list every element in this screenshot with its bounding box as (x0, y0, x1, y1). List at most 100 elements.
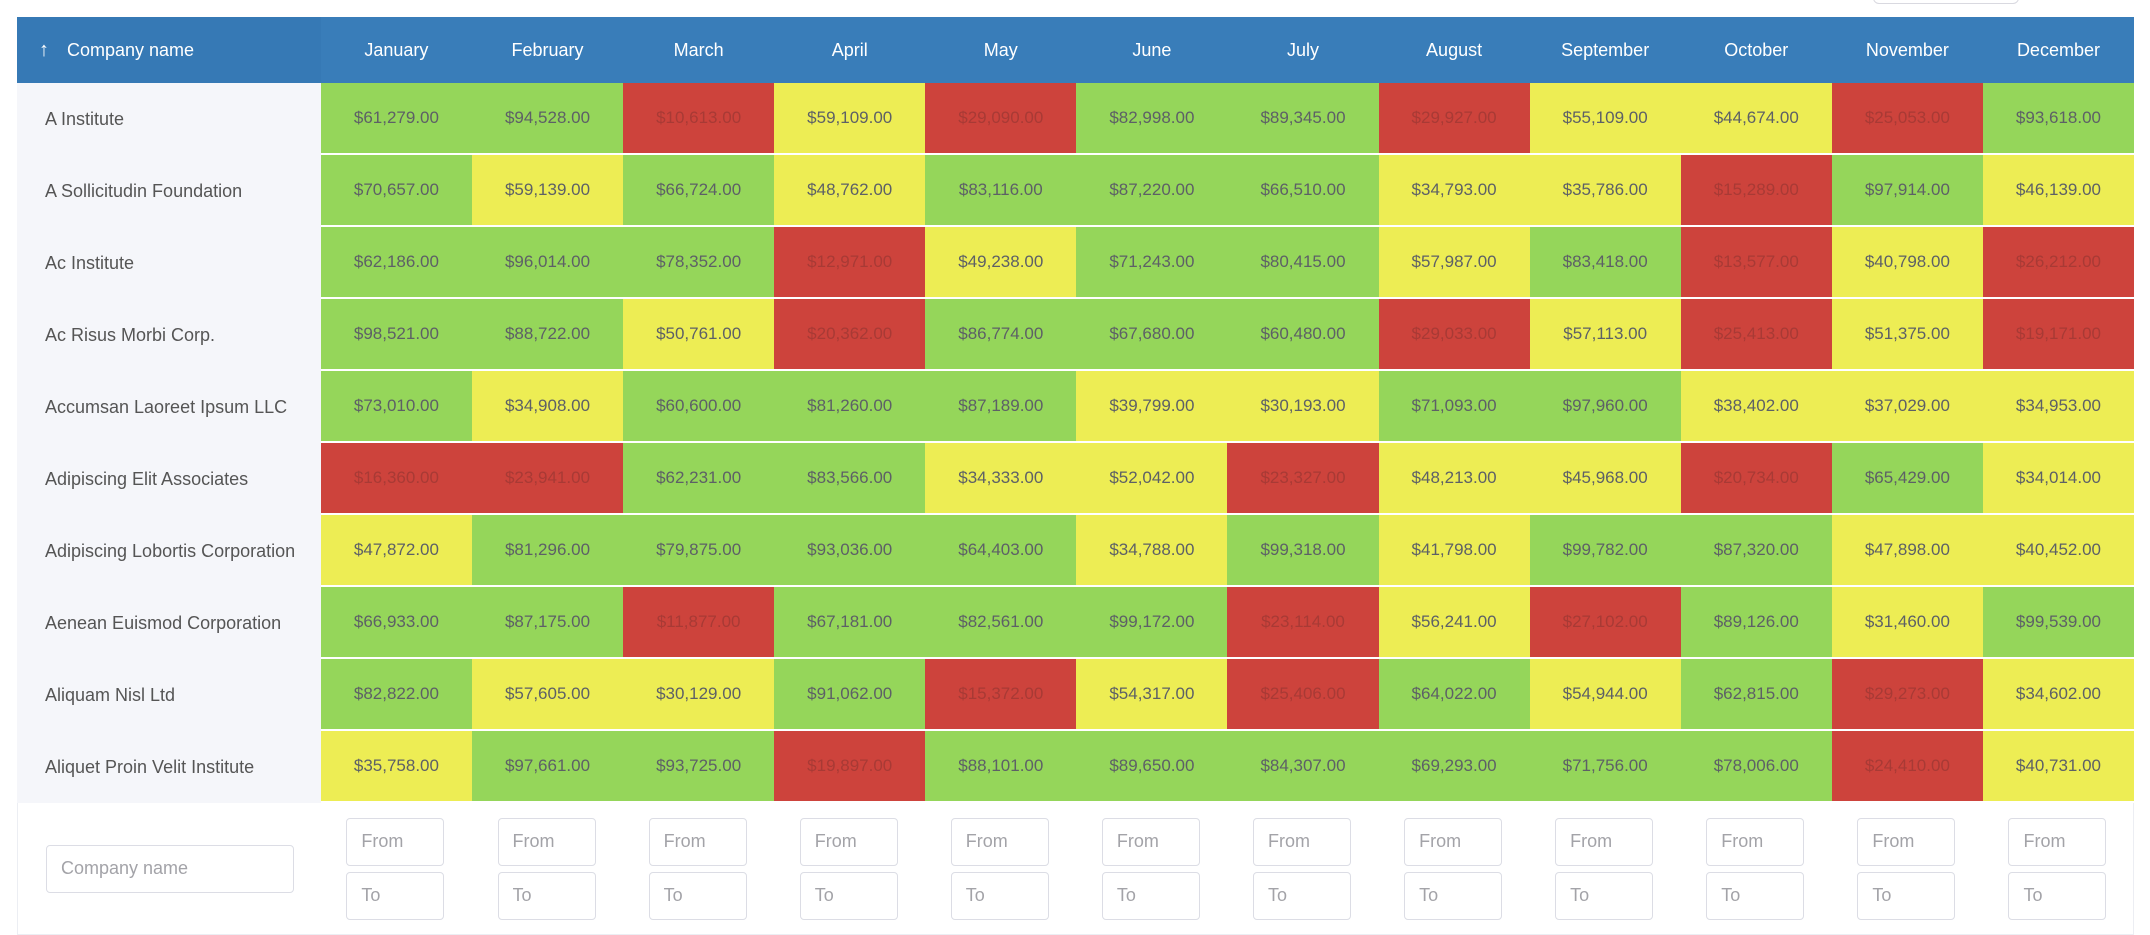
value-cell-june: $52,042.00 (1076, 443, 1228, 513)
value-cell-january: $35,758.00 (320, 731, 472, 801)
value-cell-september: $57,113.00 (1529, 299, 1681, 369)
from-input[interactable] (950, 817, 1049, 866)
value-cell-april: $12,971.00 (774, 227, 926, 297)
value-cell-july: $84,307.00 (1227, 731, 1379, 801)
value-cell-january: $16,360.00 (320, 443, 472, 513)
to-input[interactable] (648, 871, 747, 920)
header-april[interactable]: April (831, 39, 868, 60)
value-cell-october: $78,006.00 (1680, 731, 1832, 801)
value-cell-august: $69,293.00 (1378, 731, 1530, 801)
value-cell-august: $57,987.00 (1378, 227, 1530, 297)
arrow-up-icon: ↑ (39, 38, 49, 61)
to-input[interactable] (2008, 871, 2107, 920)
value-cell-december: $93,618.00 (1982, 83, 2134, 153)
table-row: Adipiscing Lobortis Corporation $47,872.0… (17, 515, 2134, 587)
top-search-input[interactable] (1873, 0, 2019, 4)
value-cell-february: $96,014.00 (471, 227, 624, 297)
filter-may (924, 803, 1075, 934)
filter-march (622, 803, 773, 934)
value-cell-june: $87,220.00 (1076, 155, 1228, 225)
value-cell-october: $87,320.00 (1680, 515, 1832, 585)
header-november[interactable]: November (1865, 39, 1949, 60)
company-name-cell: Accumsan Laoreet Ipsum LLC (17, 371, 321, 443)
header-february[interactable]: February (511, 39, 584, 60)
to-input[interactable] (1404, 871, 1503, 920)
value-cell-may: $88,101.00 (925, 731, 1077, 801)
header-august[interactable]: August (1426, 39, 1483, 60)
value-cell-april: $81,260.00 (774, 371, 926, 441)
from-input[interactable] (1706, 817, 1805, 866)
header-january[interactable]: January (364, 39, 429, 60)
from-input[interactable] (346, 817, 445, 866)
value-cell-december: $26,212.00 (1982, 227, 2134, 297)
value-cell-january: $62,186.00 (320, 227, 472, 297)
table-row: Ac Institute $62,186.00 $96,014.00 $78,352.… (17, 227, 2134, 299)
from-input[interactable] (497, 817, 596, 866)
value-cell-january: $47,872.00 (320, 515, 472, 585)
to-input[interactable] (1101, 871, 1200, 920)
value-cell-november: $37,029.00 (1831, 371, 1983, 441)
to-input[interactable] (950, 871, 1049, 920)
company-name-filter-input[interactable] (46, 844, 294, 893)
to-input[interactable] (346, 871, 445, 920)
from-input[interactable] (1555, 817, 1654, 866)
header-may[interactable]: May (983, 39, 1018, 60)
value-cell-august: $64,022.00 (1378, 659, 1530, 729)
value-cell-january: $82,822.00 (320, 659, 472, 729)
value-cell-november: $40,798.00 (1831, 227, 1983, 297)
value-cell-june: $54,317.00 (1076, 659, 1228, 729)
value-cell-july: $25,406.00 (1227, 659, 1379, 729)
value-cell-july: $23,327.00 (1227, 443, 1379, 513)
value-cell-july: $30,193.00 (1227, 371, 1379, 441)
value-cell-june: $99,172.00 (1076, 587, 1228, 657)
to-input[interactable] (497, 871, 596, 920)
to-input[interactable] (1252, 871, 1351, 920)
filter-october (1680, 803, 1831, 934)
value-cell-february: $87,175.00 (471, 587, 624, 657)
header-july[interactable]: July (1286, 39, 1319, 60)
value-cell-november: $24,410.00 (1831, 731, 1983, 801)
to-input[interactable] (1706, 871, 1805, 920)
from-input[interactable] (1404, 817, 1503, 866)
header-june[interactable]: June (1132, 39, 1172, 60)
table-row: Aenean Euismod Corporation $66,933.00 $87,… (17, 587, 2134, 659)
filter-september (1529, 803, 1680, 934)
value-cell-april: $48,762.00 (774, 155, 926, 225)
to-input[interactable] (1555, 871, 1654, 920)
value-cell-april: $67,181.00 (774, 587, 926, 657)
value-cell-october: $62,815.00 (1680, 659, 1832, 729)
from-input[interactable] (799, 817, 898, 866)
value-cell-november: $25,053.00 (1831, 83, 1983, 153)
value-cell-october: $25,413.00 (1680, 299, 1832, 369)
header-october[interactable]: October (1724, 39, 1789, 60)
value-cell-april: $59,109.00 (774, 83, 926, 153)
value-cell-november: $65,429.00 (1831, 443, 1983, 513)
from-input[interactable] (2008, 817, 2107, 866)
value-cell-january: $70,657.00 (320, 155, 472, 225)
to-input[interactable] (1857, 871, 1956, 920)
value-cell-november: $47,898.00 (1831, 515, 1983, 585)
company-name-cell: Aenean Euismod Corporation (17, 587, 321, 659)
pivot-grid: ↑ Company name January February March April… (17, 17, 2134, 935)
value-cell-september: $83,418.00 (1529, 227, 1681, 297)
value-cell-june: $39,799.00 (1076, 371, 1228, 441)
filter-january (320, 803, 471, 934)
from-input[interactable] (1857, 817, 1956, 866)
value-cell-march: $62,231.00 (623, 443, 775, 513)
value-cell-september: $71,756.00 (1529, 731, 1681, 801)
value-cell-january: $66,933.00 (320, 587, 472, 657)
from-input[interactable] (648, 817, 747, 866)
from-input[interactable] (1252, 817, 1351, 866)
value-cell-july: $89,345.00 (1227, 83, 1379, 153)
from-input[interactable] (1101, 817, 1200, 866)
header-september[interactable]: September (1561, 39, 1650, 60)
value-cell-march: $30,129.00 (623, 659, 775, 729)
header-december[interactable]: December (2016, 39, 2100, 60)
header-company-name[interactable]: ↑ Company name (17, 17, 321, 83)
company-name-cell: Aliquet Proin Velit Institute (17, 731, 321, 803)
header-march[interactable]: March (673, 39, 724, 60)
to-input[interactable] (799, 871, 898, 920)
value-cell-december: $34,953.00 (1982, 371, 2134, 441)
value-cell-february: $57,605.00 (471, 659, 624, 729)
filter-november (1831, 803, 1982, 934)
